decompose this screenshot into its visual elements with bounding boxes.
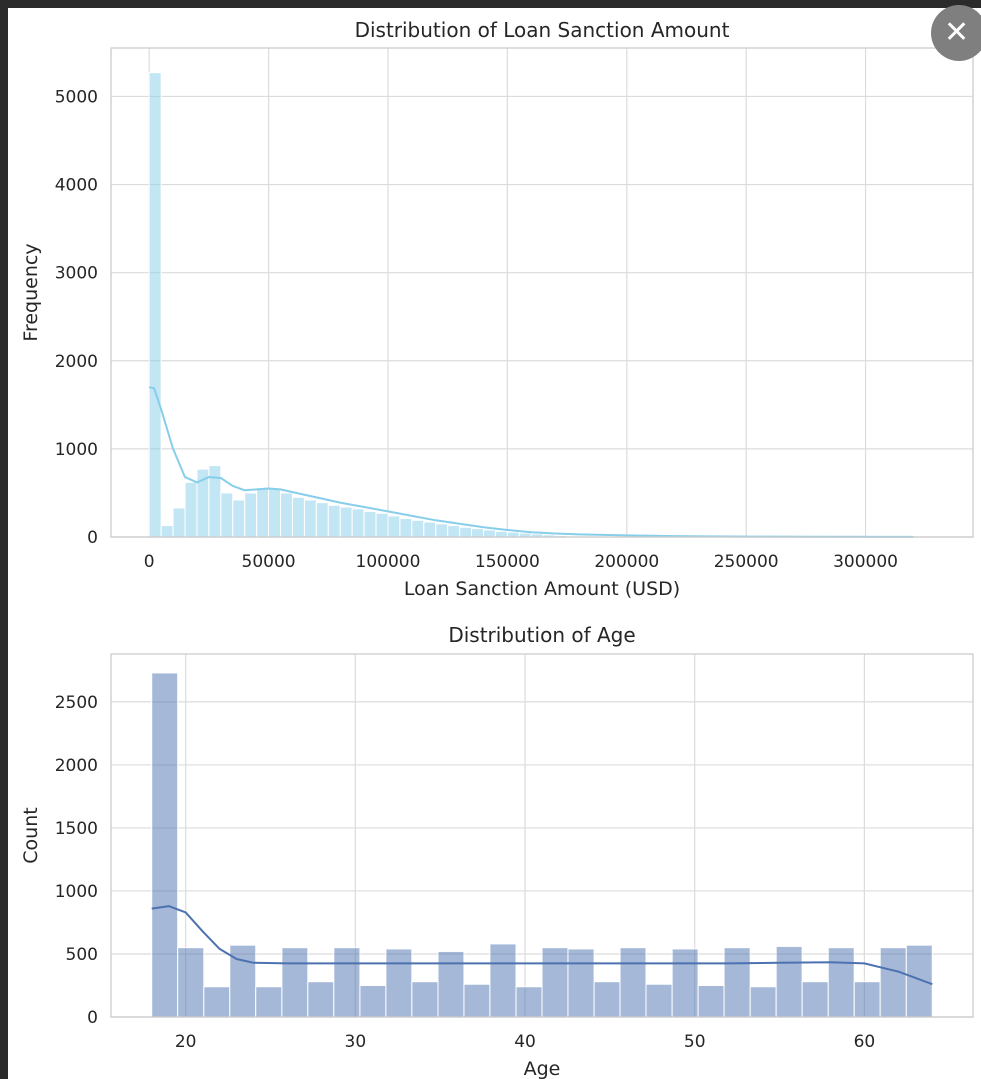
- chart2-bar: [151, 672, 179, 1018]
- chart1-y-tick-label: 4000: [55, 176, 98, 196]
- chart1-bar: [459, 526, 473, 538]
- figure-canvas: 0 50000 100000 150000 200000 250000 300000 0 100…: [8, 8, 981, 1079]
- chart2-bar: [489, 943, 517, 1018]
- chart2-bar: [515, 986, 543, 1018]
- chart1-x-tick-label: 300000: [833, 552, 898, 572]
- chart1-bar: [339, 506, 353, 538]
- chart1-bar: [315, 502, 329, 538]
- chart2-bar: [307, 981, 335, 1018]
- chart2-bar: [177, 947, 205, 1018]
- chart2-bar: [645, 983, 673, 1018]
- chart1-y-tick-label: 5000: [55, 87, 98, 107]
- chart1-y-axis-label: Frequency: [20, 243, 42, 341]
- chart2-y-axis-label: Count: [20, 807, 42, 863]
- chart1-bar: [303, 499, 317, 538]
- chart1-bar: [172, 507, 186, 538]
- chart1-bar: [351, 508, 365, 538]
- chart1-y-tick-label: 3000: [55, 264, 98, 284]
- chart1-x-tick-label: 50000: [242, 552, 296, 572]
- chart2-y-tick-label: 500: [66, 945, 98, 965]
- chart2-bar: [593, 981, 621, 1018]
- chart2-bar: [801, 981, 829, 1018]
- chart2-x-tick-label: 30: [345, 1032, 367, 1052]
- chart1-kde-line: [149, 386, 914, 538]
- chart1-bar: [148, 72, 162, 538]
- chart2-bar: [463, 983, 491, 1018]
- chart2-x-tick-label: 40: [514, 1032, 536, 1052]
- chart1-bar: [256, 488, 270, 538]
- chart1-bar: [435, 523, 449, 538]
- chart2-bar: [281, 947, 309, 1018]
- chart2-y-tick-label: 1000: [55, 882, 98, 902]
- chart2-bar: [385, 948, 413, 1018]
- chart1-bar: [506, 531, 520, 538]
- chart1-bar: [268, 488, 282, 538]
- chart1-bar: [423, 521, 437, 538]
- chart1-bar: [411, 519, 425, 538]
- chart2-bar: [853, 981, 881, 1018]
- chart1-bar: [280, 492, 293, 538]
- chart1-x-tick-label: 100000: [356, 552, 421, 572]
- chart2-bar: [827, 947, 855, 1018]
- chart1-bar: [482, 529, 496, 538]
- chart2-bar: [879, 947, 907, 1018]
- charts-svg: 0 50000 100000 150000 200000 250000 3000000100…: [20, 18, 974, 1079]
- chart1-bar: [160, 525, 174, 538]
- chart1-x-tick-label: 250000: [714, 552, 779, 572]
- chart2-bar: [411, 981, 439, 1018]
- chart2-x-tick-label: 50: [684, 1032, 706, 1052]
- chart1-x-tick-label: 150000: [475, 552, 540, 572]
- chart2-title: Distribution of Age: [448, 623, 635, 647]
- chart1-bar: [471, 528, 484, 538]
- chart1-bar: [447, 525, 461, 538]
- chart2-y-tick-label: 2000: [55, 756, 98, 776]
- chart2-bar: [775, 945, 803, 1018]
- chart2-bar: [333, 947, 361, 1018]
- chart2-bar: [255, 986, 283, 1018]
- chart2-x-tick-label: 60: [854, 1032, 876, 1052]
- chart1-bar: [232, 499, 246, 538]
- chart2-bar: [619, 947, 647, 1018]
- chart1-bar: [220, 492, 234, 538]
- chart2-x-tick-label: 20: [175, 1032, 197, 1052]
- chart1-axes-frame: [110, 47, 974, 538]
- chart2-bar: [359, 984, 387, 1018]
- chart2-x-axis-label: Age: [524, 1058, 561, 1079]
- chart2-bar: [437, 950, 465, 1018]
- chart1-bar: [184, 481, 198, 538]
- chart1-y-tick-label: 2000: [55, 352, 98, 372]
- chart1-x-axis-label: Loan Sanction Amount (USD): [404, 578, 680, 600]
- chart2-bar: [203, 986, 231, 1018]
- chart2-kde-line: [151, 905, 933, 986]
- chart1-bar: [327, 504, 341, 538]
- chart1-bar: [291, 496, 305, 538]
- chart2-y-tick-label: 0: [87, 1008, 98, 1028]
- close-icon: ✕: [944, 15, 970, 50]
- chart1-bar: [399, 517, 413, 538]
- chart2-bar: [749, 986, 777, 1018]
- chart1-bar: [244, 492, 258, 538]
- chart1-x-tick-label: 200000: [594, 552, 659, 572]
- chart1-title: Distribution of Loan Sanction Amount: [355, 18, 730, 42]
- chart2-bar: [671, 948, 699, 1018]
- chart2-axes-frame: [110, 653, 974, 1018]
- chart2-y-tick-label: 2500: [55, 693, 98, 713]
- chart1-y-tick-label: 1000: [55, 440, 98, 460]
- close-button[interactable]: ✕: [931, 5, 981, 61]
- chart2-bar: [229, 944, 257, 1018]
- chart1-x-tick-label: 0: [144, 552, 155, 572]
- chart1-bar: [363, 510, 377, 538]
- chart2-bar: [541, 947, 569, 1018]
- chart1-y-tick-label: 0: [87, 528, 98, 548]
- chart2-y-tick-label: 1500: [55, 819, 98, 839]
- chart2-bar: [905, 944, 933, 1018]
- chart1-bar: [494, 530, 508, 538]
- chart2-bar: [567, 948, 595, 1018]
- chart2-bar: [723, 947, 751, 1018]
- chart1-bar: [375, 512, 389, 538]
- chart1-bar: [387, 515, 401, 538]
- chart2-bar: [697, 984, 725, 1018]
